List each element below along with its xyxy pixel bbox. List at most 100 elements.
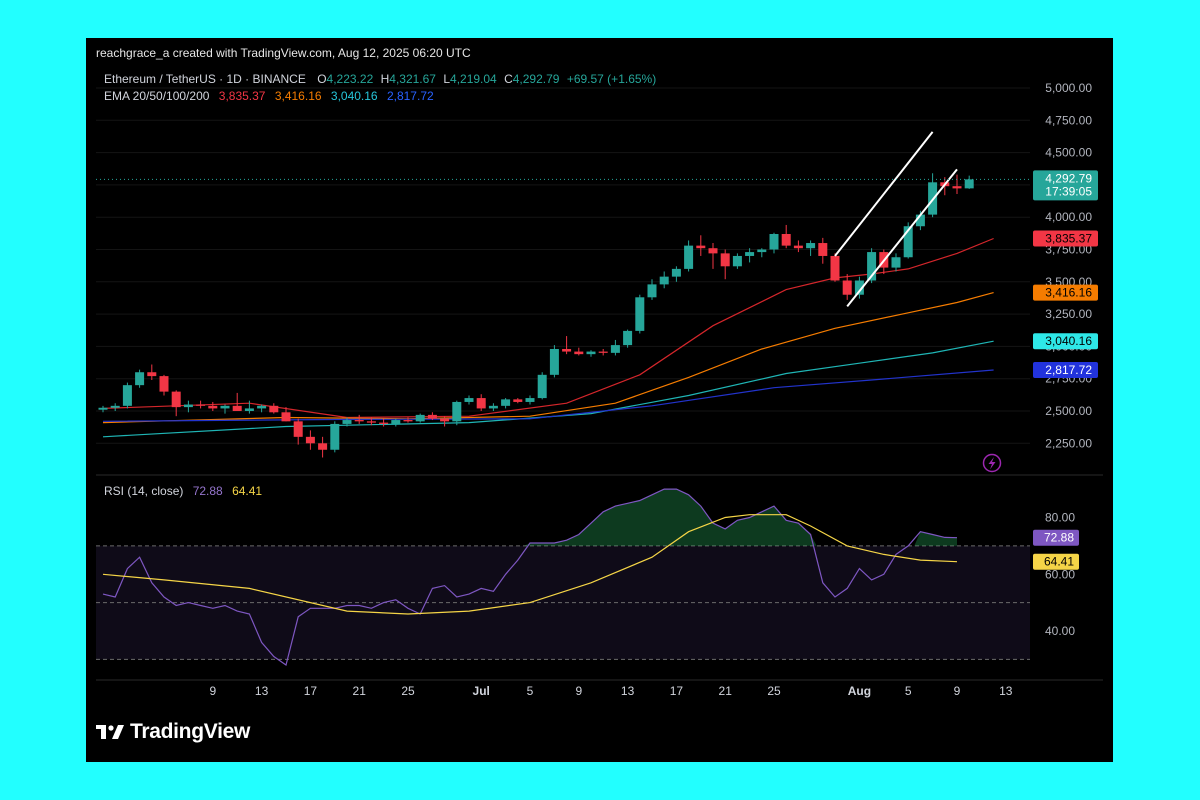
candle-body	[635, 297, 645, 331]
candle-body	[244, 408, 254, 411]
candle-body	[549, 348, 559, 375]
price-tick-label: 2,250.00	[1045, 436, 1092, 450]
rsi-legend: RSI (14, close) 72.88 64.41	[104, 484, 262, 498]
price-tick-label: 2,500.00	[1045, 404, 1092, 418]
candle-body	[586, 351, 596, 355]
candle-body	[952, 186, 962, 189]
rsi-overbought-fill	[914, 531, 957, 546]
trend-channel	[834, 131, 958, 307]
tradingview-logo: TradingView	[96, 720, 250, 744]
candle-body	[854, 280, 864, 295]
candle-body	[476, 398, 486, 409]
candle-body	[501, 399, 511, 406]
high-label: H	[381, 72, 390, 86]
channel-upper-line	[834, 131, 934, 257]
candle-body	[354, 420, 364, 422]
rsi-tick-label: 40.00	[1045, 624, 1075, 638]
candle-body	[891, 257, 901, 268]
candlesticks	[98, 173, 974, 458]
ema200-tag-text: 2,817.72	[1045, 363, 1092, 377]
ema200-value: 2,817.72	[387, 89, 434, 103]
time-tick-label: 17	[670, 684, 684, 698]
rsi-tag-bg	[1033, 529, 1079, 546]
candle-body	[159, 376, 169, 392]
tradingview-logo-icon	[96, 725, 124, 739]
candle-body	[391, 420, 401, 424]
price-tick-label: 4,000.00	[1045, 210, 1092, 224]
candle-body	[647, 284, 657, 298]
rsi-label: RSI (14, close)	[104, 484, 183, 498]
lightning-icon[interactable]	[982, 453, 1002, 473]
candle-body	[110, 405, 120, 408]
last-price-tag-text: 4,292.79	[1045, 171, 1092, 185]
candle-body	[781, 233, 791, 246]
rsi-value: 72.88	[193, 484, 223, 498]
rsi-tag-text: 72.88	[1044, 531, 1074, 545]
candle-body	[171, 391, 181, 408]
candle-body	[732, 255, 742, 267]
low-value: 4,219.04	[450, 72, 497, 86]
time-tick-label: 9	[575, 684, 582, 698]
candle-body	[867, 252, 877, 281]
price-tick-label: 5,000.00	[1045, 81, 1092, 95]
candle-body	[793, 245, 803, 249]
candle-body	[452, 401, 462, 422]
candle-body	[403, 420, 413, 422]
tradingview-logo-text: TradingView	[130, 720, 251, 743]
time-tick-label: 21	[353, 684, 367, 698]
price-tick-label: 3,250.00	[1045, 307, 1092, 321]
ema20-value: 3,835.37	[219, 89, 266, 103]
ema50-tag-text: 3,416.16	[1045, 286, 1092, 300]
candle-body	[745, 252, 755, 256]
open-label: O	[317, 72, 326, 86]
candle-body	[659, 276, 669, 285]
low-label: L	[443, 72, 450, 86]
rsi-ma-tag-text: 64.41	[1044, 555, 1074, 569]
rsi-ma-value: 64.41	[232, 484, 262, 498]
candle-body	[769, 233, 779, 250]
candle-body	[562, 348, 572, 352]
candle-body	[598, 351, 608, 353]
candle-body	[488, 405, 498, 409]
candle-body	[623, 330, 633, 346]
candle-body	[305, 436, 315, 444]
candle-body	[379, 422, 389, 424]
ema100-tag-text: 3,040.16	[1045, 334, 1092, 348]
candle-body	[964, 179, 974, 189]
ema20-tag-bg	[1033, 230, 1098, 247]
candle-body	[415, 414, 425, 422]
time-tick-label: 25	[767, 684, 781, 698]
ema-legend: EMA 20/50/100/200 3,835.37 3,416.16 3,04…	[104, 89, 434, 103]
close-label: C	[504, 72, 513, 86]
time-tick-label: Jul	[473, 684, 490, 698]
symbol-legend: Ethereum / TetherUS · 1D · BINANCE O4,22…	[104, 72, 656, 86]
time-tick-label: 13	[255, 684, 269, 698]
candle-body	[696, 245, 706, 249]
candle-body	[757, 249, 767, 253]
candle-body	[342, 420, 352, 424]
rsi-ma-line	[102, 514, 958, 615]
change-value: +69.57 (+1.65%)	[567, 72, 656, 86]
time-tick-label: 25	[401, 684, 415, 698]
candle-body	[464, 398, 474, 402]
candle-body	[903, 226, 913, 258]
time-tick-label: 5	[527, 684, 534, 698]
candle-body	[183, 404, 193, 408]
rsi-pane: 40.00 60.00 80.00 72.88 64.41	[96, 488, 1079, 666]
time-tick-label: 5	[905, 684, 912, 698]
candle-body	[525, 398, 535, 402]
ema50-value: 3,416.16	[275, 89, 322, 103]
candle-body	[147, 372, 157, 377]
candle-body	[257, 405, 267, 409]
ema100-tag-bg	[1033, 333, 1098, 350]
time-tick-label: 21	[719, 684, 733, 698]
price-tick-label: 4,500.00	[1045, 146, 1092, 160]
ema100-value: 3,040.16	[331, 89, 378, 103]
time-tick-label: 9	[209, 684, 216, 698]
candle-body	[269, 405, 279, 413]
last-price-tag-text: 17:39:05	[1045, 184, 1092, 198]
rsi-overbought-fill	[523, 489, 817, 546]
high-value: 4,321.67	[389, 72, 436, 86]
candle-body	[513, 399, 523, 402]
